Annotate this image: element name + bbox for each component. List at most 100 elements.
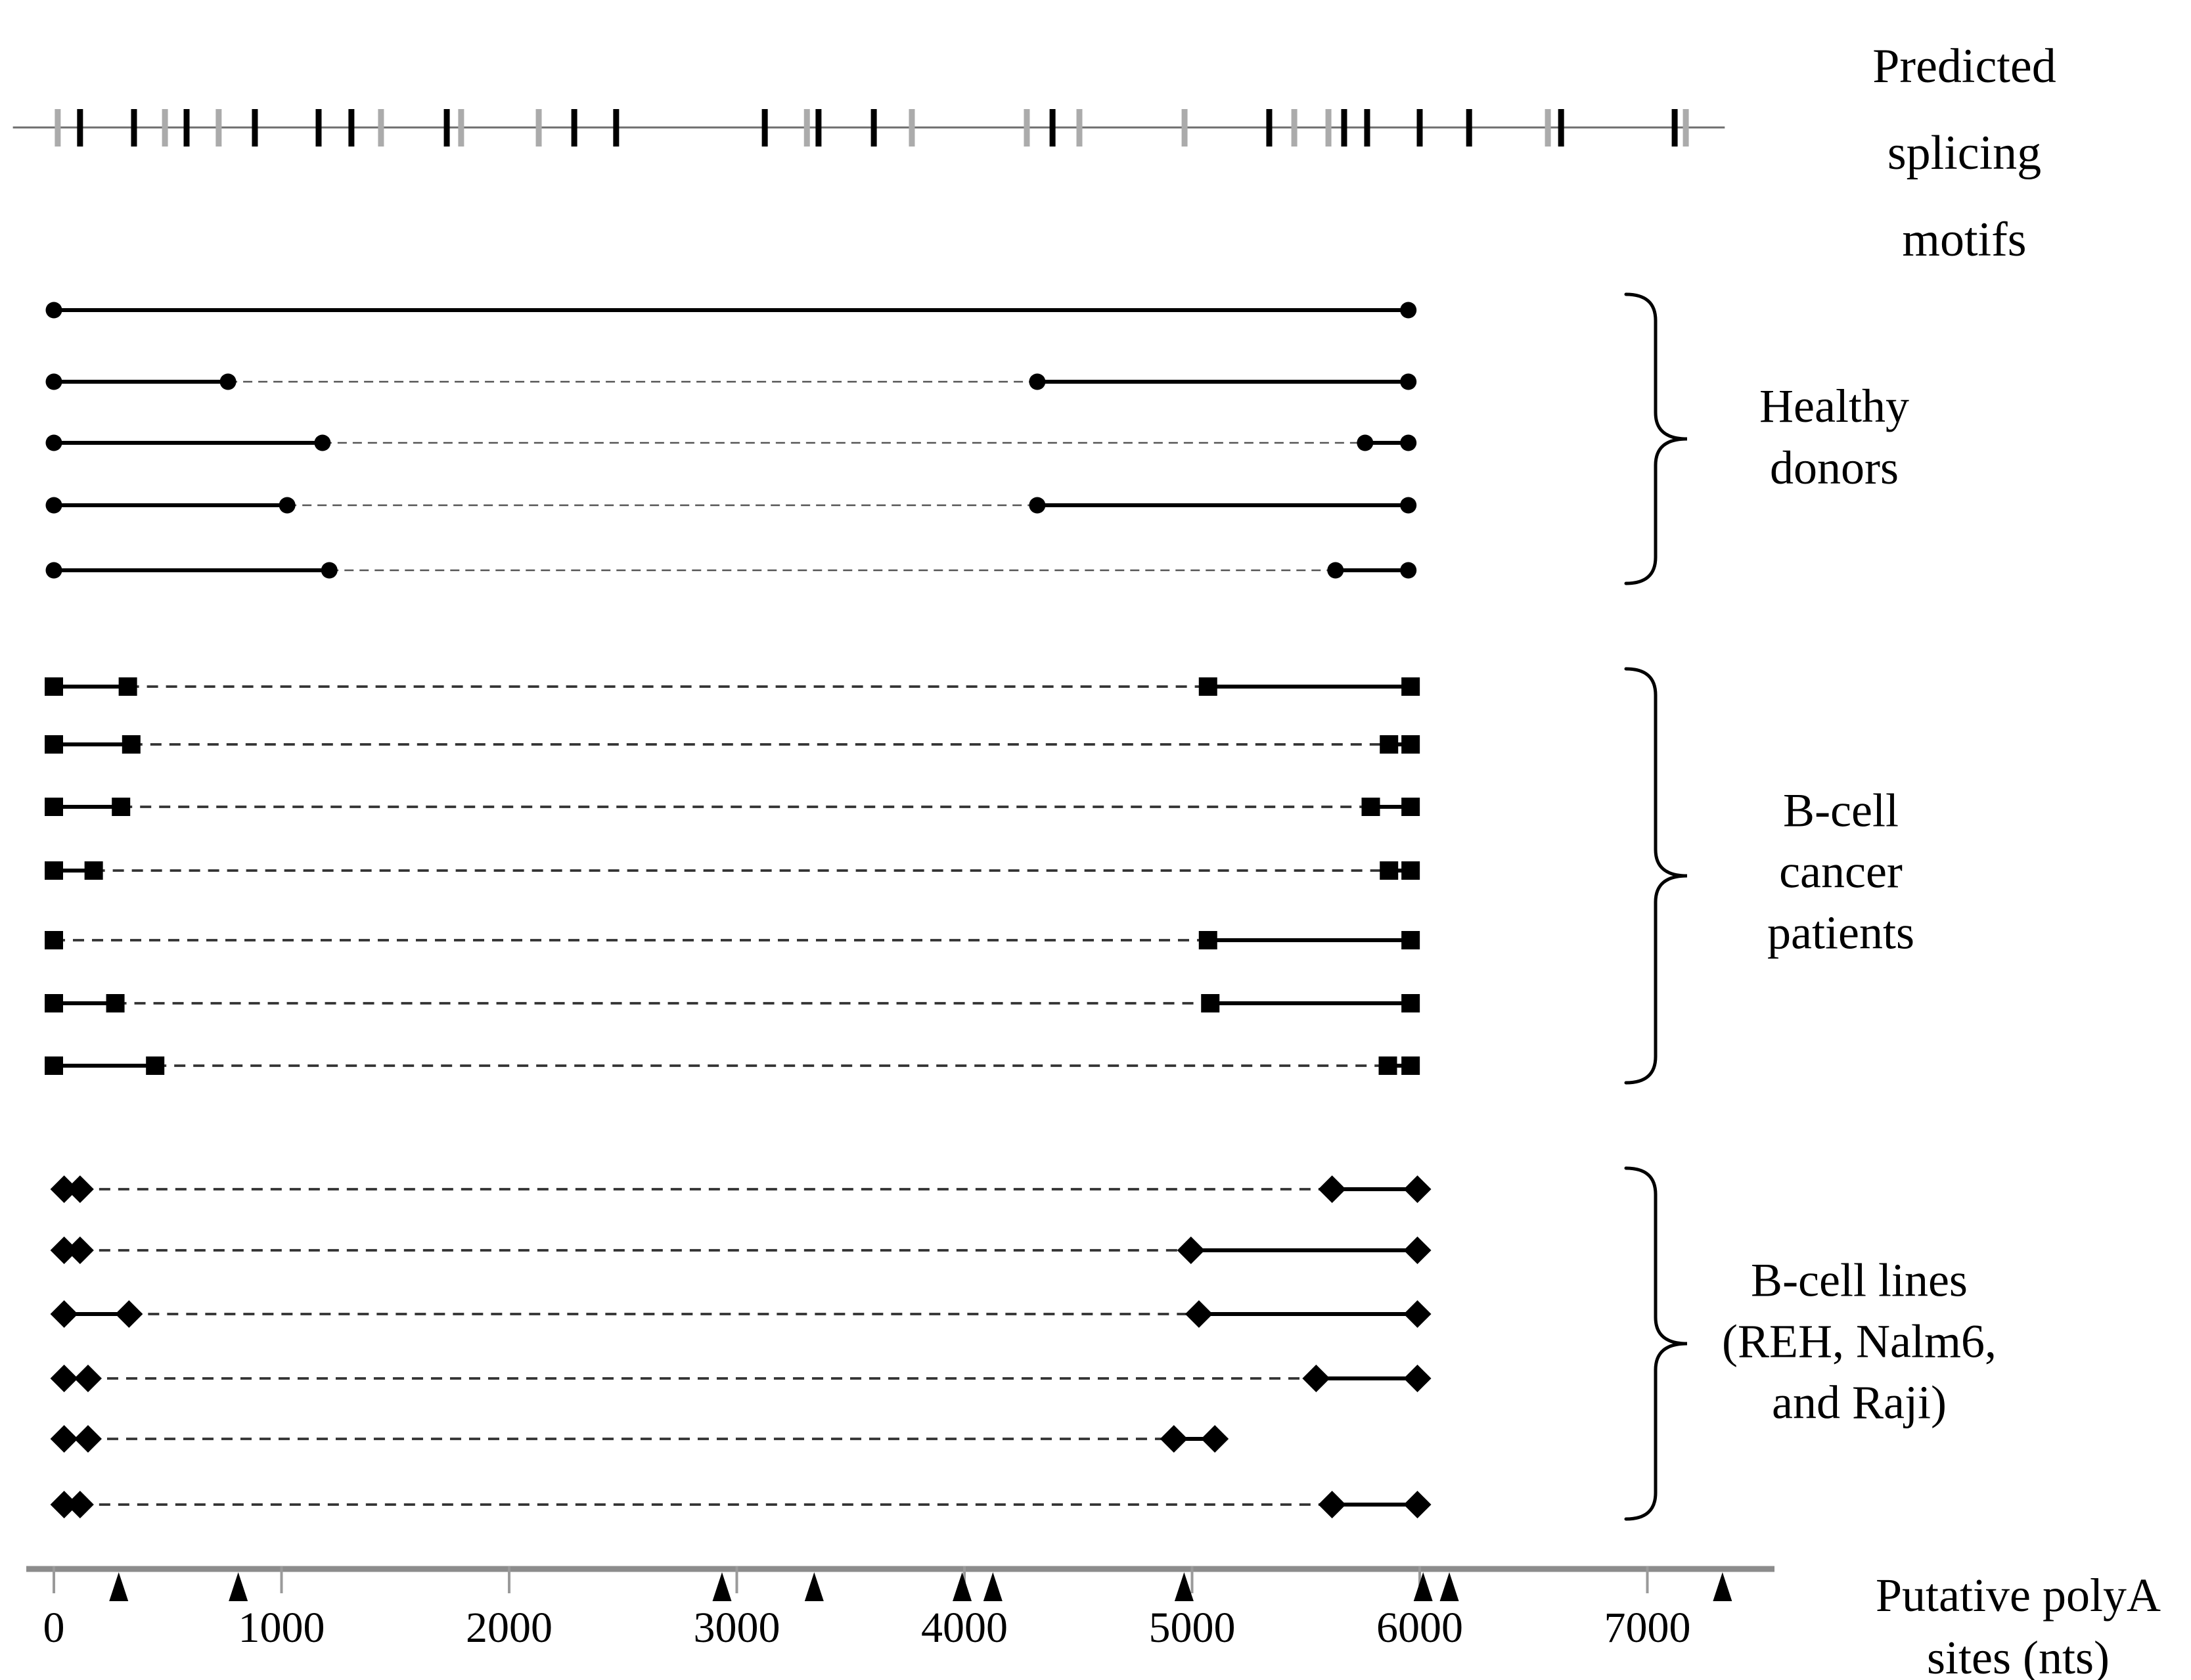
splicing-motif-tick xyxy=(1341,109,1347,147)
bcell-lines-label-line2: (REH, Nalm6, xyxy=(1722,1315,1997,1368)
clone-end-diamond xyxy=(1318,1491,1346,1518)
clone-end-square xyxy=(1401,735,1420,754)
clone-end-diamond xyxy=(1185,1300,1213,1328)
clone-end-circle xyxy=(1400,302,1417,319)
clone-end-square xyxy=(1361,798,1380,816)
splicing-motif-tick xyxy=(1671,109,1678,147)
healthy-donors-label-line2: donors xyxy=(1769,442,1899,494)
clone-end-diamond xyxy=(115,1300,143,1328)
splicing-motif-tick xyxy=(348,109,355,147)
polya-site-triangle xyxy=(1174,1572,1194,1601)
splicing-motif-tick xyxy=(1364,109,1370,147)
polya-site-triangle xyxy=(804,1572,824,1601)
polya-site-triangle xyxy=(229,1572,248,1601)
clone-end-square xyxy=(45,677,63,696)
clone-end-diamond xyxy=(50,1425,78,1453)
clone-end-circle xyxy=(279,497,296,514)
splicing-motif-tick xyxy=(870,109,877,147)
clone-end-circle xyxy=(45,562,62,579)
axis-tick-label: 1000 xyxy=(238,1604,325,1652)
axis-tick-label: 6000 xyxy=(1376,1604,1463,1652)
clone-end-square xyxy=(45,861,63,880)
clone-end-diamond xyxy=(1160,1425,1188,1453)
polya-site-triangle xyxy=(1439,1572,1459,1601)
clone-end-square xyxy=(45,931,63,949)
clone-end-diamond xyxy=(50,1491,78,1518)
splicing-motif-tick xyxy=(803,109,810,147)
axis-tick-label: 5000 xyxy=(1148,1604,1236,1652)
splicing-motif-tick xyxy=(77,109,83,147)
healthy-donors-brace xyxy=(1624,292,1688,585)
splicing-motif-tick xyxy=(162,109,168,147)
clone-end-circle xyxy=(321,562,338,579)
clone-end-square xyxy=(1201,994,1220,1012)
polya-site-triangle xyxy=(109,1572,129,1601)
clone-end-circle xyxy=(314,434,331,451)
splicing-motif-tick xyxy=(131,109,137,147)
splicing-motif-tick xyxy=(1466,109,1472,147)
clone-end-circle xyxy=(45,497,62,514)
axis-tick-label: 3000 xyxy=(693,1604,780,1652)
clone-end-circle xyxy=(1357,434,1374,451)
clone-end-diamond xyxy=(50,1365,78,1392)
clone-end-diamond xyxy=(1403,1491,1432,1518)
clone-end-square xyxy=(45,798,63,816)
splicing-motif-tick xyxy=(1416,109,1423,147)
clone-end-square xyxy=(1401,1056,1420,1075)
polya-site-triangle xyxy=(1713,1572,1732,1601)
splicing-motif-tick xyxy=(183,109,190,147)
splicing-motif-tick xyxy=(1545,109,1551,147)
clone-end-diamond xyxy=(66,1175,94,1203)
splicing-motifs-label-line3: motifs xyxy=(1902,213,2027,267)
splicing-motif-tick xyxy=(252,109,258,147)
bcell-cancer-patients-brace xyxy=(1624,667,1688,1085)
clone-end-diamond xyxy=(74,1365,102,1392)
axis-tick-label: 0 xyxy=(43,1604,65,1652)
clone-end-diamond xyxy=(1403,1175,1432,1203)
clone-end-square xyxy=(122,735,141,754)
clone-end-circle xyxy=(1400,434,1417,451)
clone-end-square xyxy=(45,1056,63,1075)
clone-end-square xyxy=(1401,931,1420,949)
axis-tick-label: 2000 xyxy=(466,1604,553,1652)
polya-axis-label-line2: sites (nts) xyxy=(1927,1631,2110,1680)
clone-end-diamond xyxy=(1403,1237,1432,1264)
polya-site-triangle xyxy=(712,1572,732,1601)
clone-end-circle xyxy=(45,373,62,390)
bcell-cancer-patients-label: B-cell cancer patients xyxy=(1767,781,1914,964)
healthy-donors-label: Healthy donors xyxy=(1759,375,1909,499)
clone-end-square xyxy=(1401,798,1420,816)
splicing-motifs-label-line1: Predicted xyxy=(1872,39,2056,93)
clone-end-diamond xyxy=(66,1237,94,1264)
bcell-lines-label: B-cell lines (REH, Nalm6, and Raji) xyxy=(1722,1250,1997,1434)
splicing-motif-tick xyxy=(1683,109,1689,147)
bcell-lines-brace xyxy=(1624,1166,1688,1521)
splicing-motif-tick xyxy=(1181,109,1188,147)
clone-end-diamond xyxy=(66,1491,94,1518)
clone-end-circle xyxy=(1400,373,1417,390)
clone-end-circle xyxy=(45,302,62,319)
bcell-cancer-patients-label-line1: B-cell xyxy=(1783,784,1899,837)
clone-end-circle xyxy=(1400,497,1417,514)
clone-end-diamond xyxy=(1201,1425,1229,1453)
splicing-motifs-label: Predicted splicing motifs xyxy=(1872,23,2056,283)
clone-end-square xyxy=(1380,861,1399,880)
splicing-motif-tick xyxy=(55,109,61,147)
splicing-motif-tick xyxy=(571,109,577,147)
splicing-motifs-label-line2: splicing xyxy=(1887,126,2042,180)
clone-end-square xyxy=(1401,994,1420,1012)
clone-end-circle xyxy=(1327,562,1344,579)
axis-tick-label: 7000 xyxy=(1604,1604,1691,1652)
clone-end-diamond xyxy=(1403,1365,1432,1392)
bcell-lines-label-line3: and Raji) xyxy=(1772,1376,1947,1429)
splicing-motif-tick xyxy=(315,109,322,147)
clone-end-circle xyxy=(1029,497,1046,514)
bcell-lines-label-line1: B-cell lines xyxy=(1751,1254,1968,1307)
splicing-motif-tick xyxy=(1325,109,1332,147)
clone-end-square xyxy=(146,1056,165,1075)
bcell-cancer-patients-label-line2: cancer xyxy=(1779,845,1903,898)
clone-end-square xyxy=(1198,677,1217,696)
splicing-motif-tick xyxy=(1291,109,1298,147)
splicing-motif-tick xyxy=(761,109,768,147)
